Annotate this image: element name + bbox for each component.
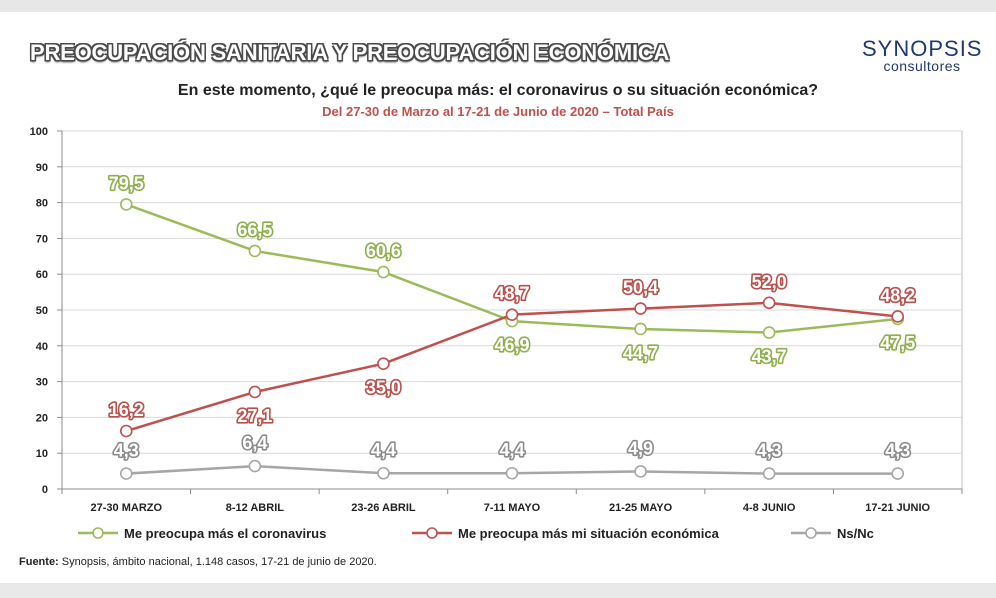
data-label: 48,7 xyxy=(494,284,529,304)
data-point xyxy=(119,198,133,211)
data-label: 16,2 xyxy=(109,400,144,420)
y-tick-label: 20 xyxy=(36,412,48,424)
source-text: Synopsis, ámbito nacional, 1.148 casos, … xyxy=(58,556,377,568)
data-point xyxy=(248,244,262,258)
data-label: 4,3 xyxy=(114,441,139,461)
data-point xyxy=(762,326,776,339)
y-tick-label: 70 xyxy=(36,233,48,245)
data-point xyxy=(377,265,390,279)
data-point xyxy=(505,308,519,321)
data-point xyxy=(377,466,390,480)
data-label: 46,9 xyxy=(494,335,529,355)
x-tick-label: 21-25 MAYO xyxy=(609,502,673,514)
data-point xyxy=(634,302,647,315)
synopsis-logo: SYNOPSIS consultores xyxy=(862,36,982,74)
y-tick-label: 90 xyxy=(36,162,48,174)
x-tick-label: 27-30 MARZO xyxy=(91,502,163,514)
source-label: Fuente: xyxy=(19,556,59,568)
legend-swatch-marker xyxy=(92,527,104,539)
data-label: 4,9 xyxy=(628,438,653,458)
data-point xyxy=(119,467,133,480)
legend-label: Me preocupa más el coronavirus xyxy=(124,526,326,541)
x-tick-label: 8-12 ABRIL xyxy=(226,502,285,514)
data-label: 4,3 xyxy=(757,441,782,461)
legend-swatch-marker xyxy=(426,527,438,539)
y-tick-label: 40 xyxy=(36,341,48,353)
data-label: 60,6 xyxy=(366,241,401,261)
data-label: 4,3 xyxy=(885,441,910,461)
y-tick-label: 80 xyxy=(36,198,48,210)
data-label: 48,2 xyxy=(880,285,915,305)
chart-title: En este momento, ¿qué le preocupa más: e… xyxy=(177,82,819,99)
y-tick-label: 60 xyxy=(36,269,48,281)
x-tick-label: 4-8 JUNIO xyxy=(743,502,796,514)
logo-subtitle: consultores xyxy=(883,58,961,74)
data-label: 35,0 xyxy=(366,378,401,398)
y-tick-label: 30 xyxy=(36,377,48,389)
data-point xyxy=(634,322,647,336)
data-label: 44,7 xyxy=(623,343,658,363)
chart-subtitle: Del 27-30 de Marzo al 17-21 de Junio de … xyxy=(322,104,674,119)
x-tick-label: 7-11 MAYO xyxy=(484,502,541,514)
data-label: 4,4 xyxy=(371,440,396,460)
legend-label: Me preocupa más mi situación económica xyxy=(458,526,720,541)
legend-label: Ns/Nc xyxy=(837,526,874,541)
data-point xyxy=(119,424,133,438)
data-point xyxy=(248,459,262,473)
data-point xyxy=(634,465,647,478)
y-tick-label: 10 xyxy=(36,448,48,460)
slide-title: PREOCUPACIÓN SANITARIA Y PREOCUPACIÓN EC… xyxy=(30,40,670,65)
data-point xyxy=(891,310,905,323)
data-label: 43,7 xyxy=(752,347,787,367)
x-tick-label: 17-21 JUNIO xyxy=(865,502,930,514)
line-chart: 0 10 20 30 40 50 60 70 80 90 100 27-30 MARZO 8-12 AB… xyxy=(30,126,963,541)
logo-name: SYNOPSIS xyxy=(862,36,983,61)
data-label: 47,5 xyxy=(880,333,915,353)
top-band xyxy=(0,0,996,12)
y-tick-label: 0 xyxy=(42,484,48,496)
y-tick-label: 50 xyxy=(36,305,48,317)
data-label: 79,5 xyxy=(109,173,144,193)
data-label: 66,5 xyxy=(237,220,272,240)
data-label: 6,4 xyxy=(242,433,267,453)
data-point xyxy=(891,467,905,480)
data-point xyxy=(762,296,776,310)
legend-swatch-marker xyxy=(805,527,817,539)
y-tick-label: 100 xyxy=(30,126,48,138)
data-point xyxy=(505,466,519,480)
bottom-band xyxy=(0,583,996,598)
x-tick-label: 23-26 ABRIL xyxy=(351,502,416,514)
data-point xyxy=(377,357,390,371)
data-point xyxy=(762,467,776,480)
data-point xyxy=(248,385,262,399)
source-note: Fuente: Synopsis, ámbito nacional, 1.148… xyxy=(19,556,377,568)
data-label: 4,4 xyxy=(499,440,524,460)
data-label: 27,1 xyxy=(237,406,272,426)
data-label: 52,0 xyxy=(752,272,787,292)
data-label: 50,4 xyxy=(623,278,658,298)
